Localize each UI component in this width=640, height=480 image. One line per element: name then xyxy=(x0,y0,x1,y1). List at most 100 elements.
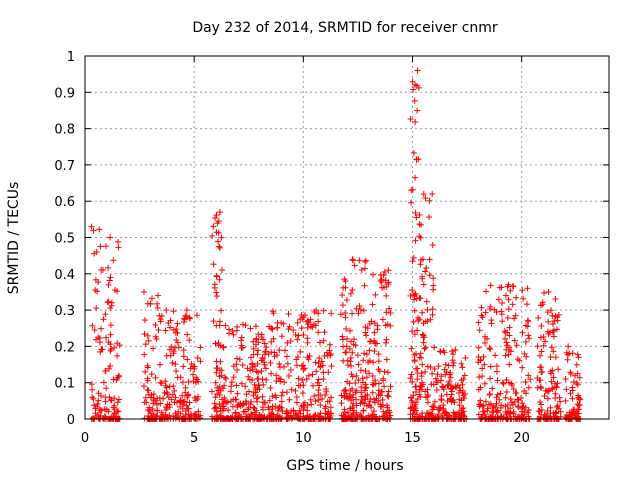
data-point xyxy=(243,391,250,398)
data-point xyxy=(214,238,221,245)
data-point xyxy=(478,304,485,311)
data-point xyxy=(160,395,167,402)
data-point xyxy=(141,317,148,324)
data-point xyxy=(172,361,179,368)
data-point xyxy=(95,390,102,397)
data-point xyxy=(92,410,99,417)
data-point xyxy=(110,404,117,411)
data-point xyxy=(430,403,437,410)
data-point xyxy=(154,292,161,299)
data-point xyxy=(424,306,431,313)
data-point xyxy=(148,371,155,378)
data-point xyxy=(278,333,285,340)
data-point xyxy=(182,389,189,396)
data-point xyxy=(141,415,148,422)
data-point xyxy=(261,399,268,406)
data-point xyxy=(548,344,555,351)
data-point xyxy=(114,288,121,295)
data-point xyxy=(174,320,181,327)
data-point xyxy=(497,390,504,397)
data-point xyxy=(156,395,163,402)
data-point xyxy=(326,347,333,354)
data-point xyxy=(96,339,103,346)
data-point xyxy=(150,345,157,352)
data-point xyxy=(322,392,329,399)
data-point xyxy=(228,414,235,421)
data-point xyxy=(304,318,311,325)
data-point xyxy=(522,338,529,345)
data-point xyxy=(152,321,159,328)
data-point xyxy=(98,325,105,332)
data-point xyxy=(487,282,494,289)
data-point xyxy=(535,314,542,321)
data-point xyxy=(89,386,96,393)
data-point xyxy=(286,372,293,379)
data-point xyxy=(263,344,270,351)
data-point xyxy=(538,323,545,330)
data-point xyxy=(366,338,373,345)
data-point xyxy=(212,379,219,386)
data-point xyxy=(555,366,562,373)
data-point xyxy=(327,351,334,358)
data-point xyxy=(105,408,112,415)
data-point xyxy=(274,324,281,331)
data-point xyxy=(269,326,276,333)
y-tick-label: 0.6 xyxy=(54,195,75,210)
data-point xyxy=(263,376,270,383)
data-point xyxy=(177,403,184,410)
data-point xyxy=(223,399,230,406)
data-point xyxy=(486,391,493,398)
data-point xyxy=(91,326,98,333)
data-point xyxy=(110,257,117,264)
data-point xyxy=(562,397,569,404)
data-point xyxy=(450,362,457,369)
data-point xyxy=(268,338,275,345)
data-point xyxy=(242,322,249,329)
data-point xyxy=(249,376,256,383)
y-tick-label: 0 xyxy=(67,413,75,428)
data-point xyxy=(312,322,319,329)
data-point xyxy=(141,331,148,338)
data-point xyxy=(106,277,113,284)
data-point xyxy=(379,316,386,323)
data-point xyxy=(254,398,261,405)
data-point xyxy=(253,407,260,414)
grid-lines xyxy=(85,56,609,419)
x-tick-label: 0 xyxy=(81,431,89,446)
data-point xyxy=(193,411,200,418)
data-point xyxy=(327,352,334,359)
data-point xyxy=(216,383,223,390)
data-point xyxy=(105,264,112,271)
data-point xyxy=(225,326,232,333)
data-point xyxy=(422,368,429,375)
data-point xyxy=(384,392,391,399)
data-point xyxy=(270,310,277,317)
data-point xyxy=(252,415,259,422)
data-point xyxy=(221,374,228,381)
data-point xyxy=(408,199,415,206)
data-point xyxy=(304,324,311,331)
data-point xyxy=(371,348,378,355)
data-point xyxy=(513,294,520,301)
data-point xyxy=(115,372,122,379)
data-point xyxy=(223,375,230,382)
data-point xyxy=(479,373,486,380)
data-point xyxy=(342,349,349,356)
data-point xyxy=(145,337,152,344)
data-point xyxy=(273,394,280,401)
data-point xyxy=(287,366,294,373)
data-point xyxy=(243,413,250,420)
data-point xyxy=(273,372,280,379)
data-point xyxy=(349,287,356,294)
data-point xyxy=(279,389,286,396)
data-point xyxy=(170,383,177,390)
data-point xyxy=(106,394,113,401)
data-point xyxy=(556,394,563,401)
data-point xyxy=(148,295,155,302)
data-point xyxy=(498,311,505,318)
data-point xyxy=(154,300,161,307)
data-point xyxy=(315,318,322,325)
chart-title: Day 232 of 2014, SRMTID for receiver cnm… xyxy=(192,20,498,36)
data-point xyxy=(216,209,223,216)
data-point xyxy=(511,315,518,322)
